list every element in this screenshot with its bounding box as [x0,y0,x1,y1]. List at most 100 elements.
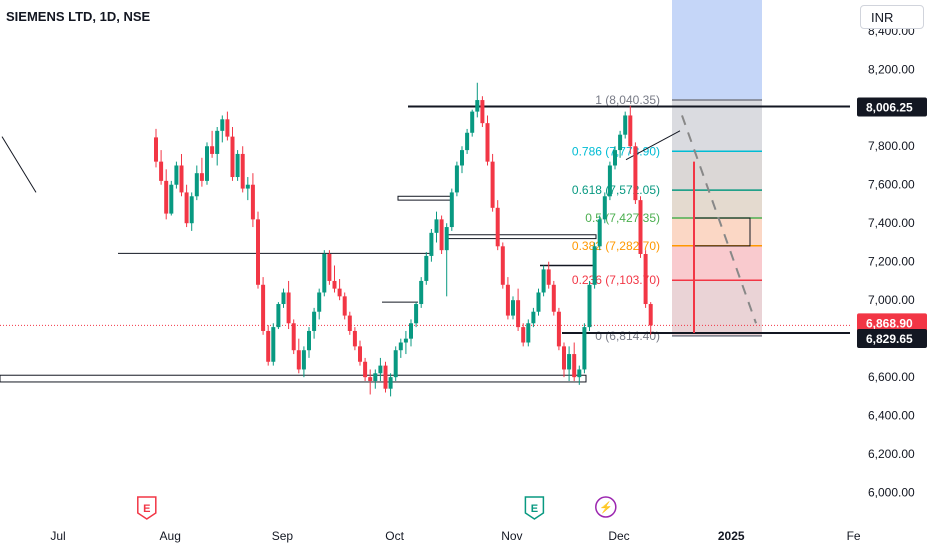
price-badge-label: 6,829.65 [866,332,913,346]
candle-body [414,304,419,324]
candle-body [633,146,638,201]
price-tick-label: 7,200.00 [868,255,915,269]
candle-body [235,153,240,178]
candle-body [301,350,306,370]
price-badge-label: 6,868.90 [866,316,913,330]
fib-level-label: 1 (8,040.35) [595,93,660,107]
candle-body [363,361,368,378]
candle-body [194,173,199,197]
candle-body [460,150,464,166]
candle-body [449,192,454,228]
dividend-event-icon[interactable] [595,496,617,518]
candle-body [541,269,546,293]
currency-button[interactable]: INR [860,5,924,29]
candle-body [592,246,597,285]
overlay-layer: E E ⚡ [137,496,617,520]
candle-body [225,119,230,137]
earnings-event-label: E [143,503,150,515]
time-tick-label: 2025 [718,529,745,543]
candle-body [307,330,311,351]
candle-body [342,296,347,316]
trend-line [1,136,37,193]
fib-level-label: 0.5 (7,427.35) [585,211,660,225]
candle-body [607,165,612,197]
candle-body [378,365,383,374]
candle-body [184,192,189,224]
time-axis-layer: Jul Aug Sep Oct Nov Dec 2025 Fe [50,529,861,543]
candle-body [281,292,286,305]
price-tick-label: 7,000.00 [868,293,915,307]
candle-body [256,219,260,285]
candle-body [475,100,480,112]
candle-body [403,338,408,343]
fib-band [672,99,762,152]
candle-body [531,311,536,324]
candle-body [286,292,291,324]
fib-band [672,217,762,246]
candle-body [536,292,541,312]
candle-body [388,377,393,389]
candle-body [526,323,531,343]
price-tick-label: 7,800.00 [868,139,915,153]
price-tick-label: 8,200.00 [868,62,915,76]
candle-body [516,300,521,328]
candle-body [358,346,362,362]
candle-body [628,115,633,147]
candle-body [352,330,357,347]
candle-body [245,184,250,189]
candle-body [409,323,413,339]
candle-body [648,304,653,326]
candle-body [159,161,164,181]
price-badge [857,97,927,117]
candle-body [439,219,444,251]
candle-body [373,373,378,381]
price-badge-label: 8,006.25 [866,101,913,115]
time-tick-label: Sep [272,529,294,543]
candle-body [179,165,184,193]
price-tick-label: 7,600.00 [868,178,915,192]
time-tick-label: Dec [608,529,629,543]
earnings-event-icon[interactable] [137,496,157,520]
candle-body [327,254,332,281]
fib-level-label: 0.382 (7,282.70) [572,239,660,253]
candle-body [572,354,577,378]
price-badge [857,328,927,348]
candle-body [551,284,556,312]
background-layer [672,0,762,336]
time-tick-label: Fe [847,529,861,543]
fib-band [672,280,762,336]
price-tick-label: 6,200.00 [868,447,915,461]
price-tick-label: 6,000.00 [868,486,915,500]
candle-body [465,132,470,151]
candle-body [470,111,475,133]
candle-body [454,165,459,193]
candle-body [291,323,296,351]
candle-body [500,246,505,285]
candle-body [505,284,510,316]
candle-body [215,130,220,154]
candle-body [317,292,322,312]
candle-body [419,280,424,305]
candle-body [444,227,449,251]
candle-body [337,288,342,297]
candle-body [546,269,551,285]
candle-body [322,254,327,293]
candle-body [638,200,643,254]
fib-band [672,245,762,281]
price-tick-label: 7,400.00 [868,216,915,230]
time-tick-label: Aug [160,529,181,543]
candle-body [643,254,648,305]
candle-body [189,196,194,224]
candle-body [613,150,617,166]
candle-body [511,300,515,316]
candle-body [199,173,204,181]
projection-target-zone [672,0,762,100]
candle-body [434,219,439,233]
earnings-event-icon[interactable] [524,496,545,520]
range-rectangle [397,195,453,201]
fib-band [672,190,762,218]
candle-body [154,137,158,162]
chart-title: SIEMENS LTD, 1D, NSE [6,9,151,24]
candle-body [623,115,628,135]
